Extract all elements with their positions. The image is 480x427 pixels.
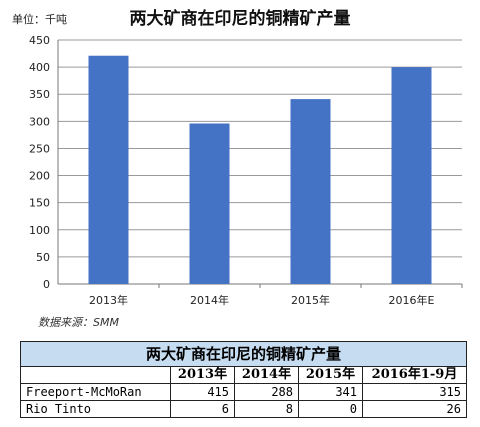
header-cell: 2016年1-9月 [362, 366, 467, 384]
table-cell: 315 [362, 383, 467, 401]
table-cell: 341 [298, 383, 363, 401]
table-cell: 288 [234, 383, 299, 401]
unit-label: 单位：千吨 [12, 13, 67, 26]
chart-area: 单位：千吨 两大矿商在印尼的铜精矿产量 0 50 100 150 200 250 300 35… [12, 9, 463, 329]
y-tick-label: 0 [43, 278, 50, 291]
chart-title: 两大矿商在印尼的铜精矿产量 [129, 9, 351, 29]
table-header-row: 2013年 2014年 2015年 2016年1-9月 [20, 366, 467, 384]
header-cell: 2014年 [234, 366, 299, 384]
x-tick-label: 2015年 [291, 293, 330, 307]
bar [290, 99, 331, 284]
header-cell [20, 366, 171, 384]
y-tick-label: 350 [29, 88, 50, 101]
x-tick-label: 2016年E [389, 293, 435, 307]
table-cell: 0 [298, 400, 363, 418]
table-row: Freeport-McMoRan 415 288 341 315 [20, 383, 467, 401]
header-cell: 2015年 [298, 366, 363, 384]
row-name: Rio Tinto [20, 400, 171, 418]
table-cell: 6 [170, 400, 235, 418]
x-tick-label: 2014年 [190, 293, 229, 307]
table-cell: 26 [362, 400, 467, 418]
source-label: 数据来源：SMM [38, 316, 119, 329]
row-name: Freeport-McMoRan [20, 383, 171, 401]
bar [88, 55, 129, 285]
bar [391, 67, 432, 284]
table-row: Rio Tinto 6 8 0 26 [20, 400, 467, 418]
bar-chart: 0 50 100 150 200 250 300 350 400 450 2013年 2014年 201… [29, 34, 463, 307]
y-tick-label: 400 [29, 61, 50, 74]
y-tick-label: 150 [29, 197, 50, 210]
header-cell: 2013年 [170, 366, 235, 384]
table-cell: 415 [170, 383, 235, 401]
data-table: 两大矿商在印尼的铜精矿产量 2013年 2014年 2015年 2016年1-9… [20, 341, 467, 418]
y-tick-label: 100 [29, 224, 50, 237]
y-tick-label: 450 [29, 34, 50, 47]
table-title: 两大矿商在印尼的铜精矿产量 [20, 341, 467, 367]
y-tick-label: 250 [29, 142, 50, 155]
y-tick-label: 300 [29, 115, 50, 128]
x-tick-label: 2013年 [89, 293, 128, 307]
bar [189, 123, 230, 284]
y-tick-label: 200 [29, 170, 50, 183]
y-tick-label: 50 [36, 251, 50, 264]
table-cell: 8 [234, 400, 299, 418]
